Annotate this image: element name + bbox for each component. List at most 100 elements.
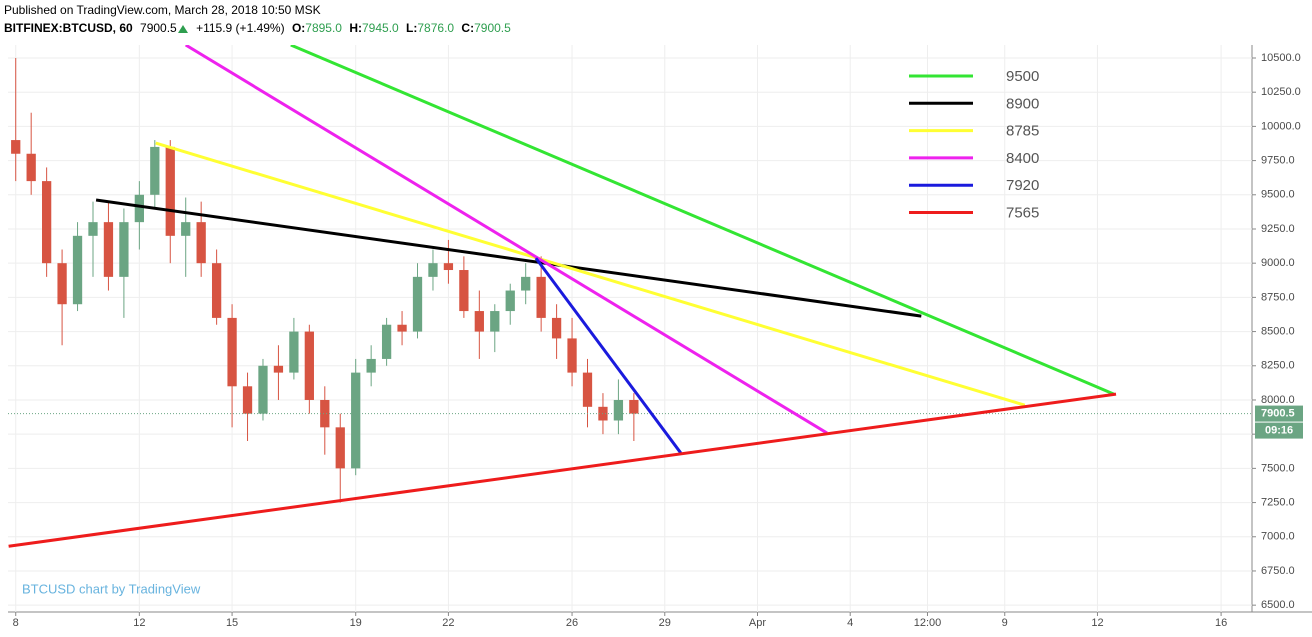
candle-body bbox=[536, 276, 546, 318]
candle-body bbox=[582, 372, 593, 407]
last-price-label: 7900.5 bbox=[1261, 407, 1295, 419]
candle-body bbox=[181, 222, 191, 236]
x-tick-label: 15 bbox=[226, 617, 238, 629]
candle-body bbox=[88, 222, 98, 236]
candle-body bbox=[335, 427, 345, 469]
candle-body bbox=[567, 338, 577, 373]
candle-body bbox=[459, 270, 469, 312]
candle-body bbox=[119, 222, 129, 277]
y-tick-label: 6500.0 bbox=[1261, 599, 1295, 611]
trend-line bbox=[290, 45, 1115, 396]
legend-label: 9500 bbox=[1006, 68, 1039, 85]
ohlc-value: 7900.5 bbox=[474, 21, 511, 35]
x-tick-label: 22 bbox=[442, 617, 454, 629]
legend-label: 8400 bbox=[1006, 150, 1039, 167]
x-tick-label: Apr bbox=[749, 617, 766, 629]
candle-body bbox=[551, 317, 562, 339]
y-tick-label: 10500.0 bbox=[1261, 52, 1301, 64]
candle-body bbox=[351, 372, 361, 469]
price: 7900.5 bbox=[140, 21, 177, 35]
y-tick-label: 8250.0 bbox=[1261, 360, 1295, 372]
ohlc-label: O: bbox=[292, 21, 305, 35]
candle-body bbox=[505, 290, 515, 312]
ohlc-value: 7945.0 bbox=[362, 21, 399, 35]
candle-body bbox=[490, 311, 500, 332]
candle-body bbox=[196, 222, 206, 264]
trend-line bbox=[534, 257, 683, 454]
y-tick-label: 9750.0 bbox=[1261, 154, 1295, 166]
timer-tag bbox=[1255, 422, 1303, 439]
x-tick-label: 12 bbox=[1091, 617, 1103, 629]
change: +115.9 (+1.49%) bbox=[196, 21, 285, 35]
candle-body bbox=[211, 263, 222, 318]
legend-label: 7920 bbox=[1006, 177, 1039, 194]
x-tick-label: 26 bbox=[566, 617, 578, 629]
y-tick-label: 8500.0 bbox=[1261, 325, 1295, 337]
x-tick-label: 4 bbox=[847, 617, 853, 629]
candle-body bbox=[103, 222, 114, 277]
y-tick-label: 9000.0 bbox=[1261, 257, 1295, 269]
up-arrow bbox=[178, 25, 188, 33]
ohlc-value: 7895.0 bbox=[305, 21, 342, 35]
y-tick-label: 10250.0 bbox=[1261, 86, 1301, 98]
candle-body bbox=[304, 331, 314, 400]
trend-line bbox=[8, 392, 1117, 548]
candle-body bbox=[11, 140, 21, 154]
trend-line bbox=[184, 45, 828, 435]
candle-body bbox=[227, 317, 237, 387]
timer-label: 09:16 bbox=[1265, 424, 1293, 436]
candle-body bbox=[381, 324, 392, 359]
candle-body bbox=[443, 263, 454, 271]
candle-body bbox=[72, 235, 83, 305]
trend-line bbox=[155, 141, 1026, 407]
y-tick-label: 9500.0 bbox=[1261, 189, 1295, 201]
ohlc-value: 7876.0 bbox=[417, 21, 454, 35]
last-price-tag bbox=[1255, 405, 1303, 422]
published-note: Published on TradingView.com, March 28, … bbox=[4, 3, 321, 17]
candle-body bbox=[165, 146, 175, 236]
legend-label: 8900 bbox=[1006, 95, 1039, 112]
plot-area bbox=[8, 45, 1252, 612]
candle-body bbox=[273, 365, 284, 373]
candle-body bbox=[150, 146, 160, 195]
legend-label: 7565 bbox=[1006, 204, 1039, 221]
candle-body bbox=[258, 365, 268, 414]
candle-body bbox=[289, 331, 299, 373]
watermark: BTCUSD chart by TradingView bbox=[22, 581, 201, 596]
candle-body bbox=[412, 276, 423, 332]
legend-label: 8785 bbox=[1006, 123, 1039, 140]
candle-body bbox=[242, 386, 253, 414]
y-tick-label: 10000.0 bbox=[1261, 120, 1301, 132]
x-tick-label: 9 bbox=[1002, 617, 1008, 629]
ohlc-label: C: bbox=[461, 21, 474, 35]
y-tick-label: 6750.0 bbox=[1261, 565, 1295, 577]
x-tick-label: 12:00 bbox=[914, 617, 942, 629]
candle-body bbox=[397, 324, 407, 332]
symbol: BITFINEX:BTCUSD, 60 bbox=[4, 21, 133, 35]
x-tick-label: 16 bbox=[1215, 617, 1227, 629]
symbol-line: BITFINEX:BTCUSD, 60 7900.5 +115.9 (+1.49… bbox=[4, 21, 511, 35]
y-tick-label: 8000.0 bbox=[1261, 394, 1295, 406]
candle-body bbox=[57, 263, 67, 305]
ohlc-label: H: bbox=[349, 21, 362, 35]
trend-line bbox=[95, 198, 922, 318]
candle-body bbox=[320, 399, 330, 428]
y-tick-label: 7000.0 bbox=[1261, 531, 1295, 543]
x-tick-label: 12 bbox=[133, 617, 145, 629]
ohlc-label: L: bbox=[406, 21, 417, 35]
x-tick-label: 29 bbox=[659, 617, 671, 629]
candle-body bbox=[613, 399, 624, 421]
candle-body bbox=[134, 194, 144, 223]
x-tick-label: 19 bbox=[350, 617, 362, 629]
candle-body bbox=[629, 399, 639, 414]
y-tick-label: 7500.0 bbox=[1261, 462, 1295, 474]
x-tick-label: 8 bbox=[13, 617, 19, 629]
y-tick-label: 8750.0 bbox=[1261, 291, 1295, 303]
candle-body bbox=[26, 153, 36, 182]
candle-body bbox=[41, 181, 52, 264]
candle-body bbox=[428, 263, 438, 277]
candle-body bbox=[474, 311, 484, 332]
y-tick-label: 9250.0 bbox=[1261, 223, 1295, 235]
candle-body bbox=[366, 358, 376, 373]
